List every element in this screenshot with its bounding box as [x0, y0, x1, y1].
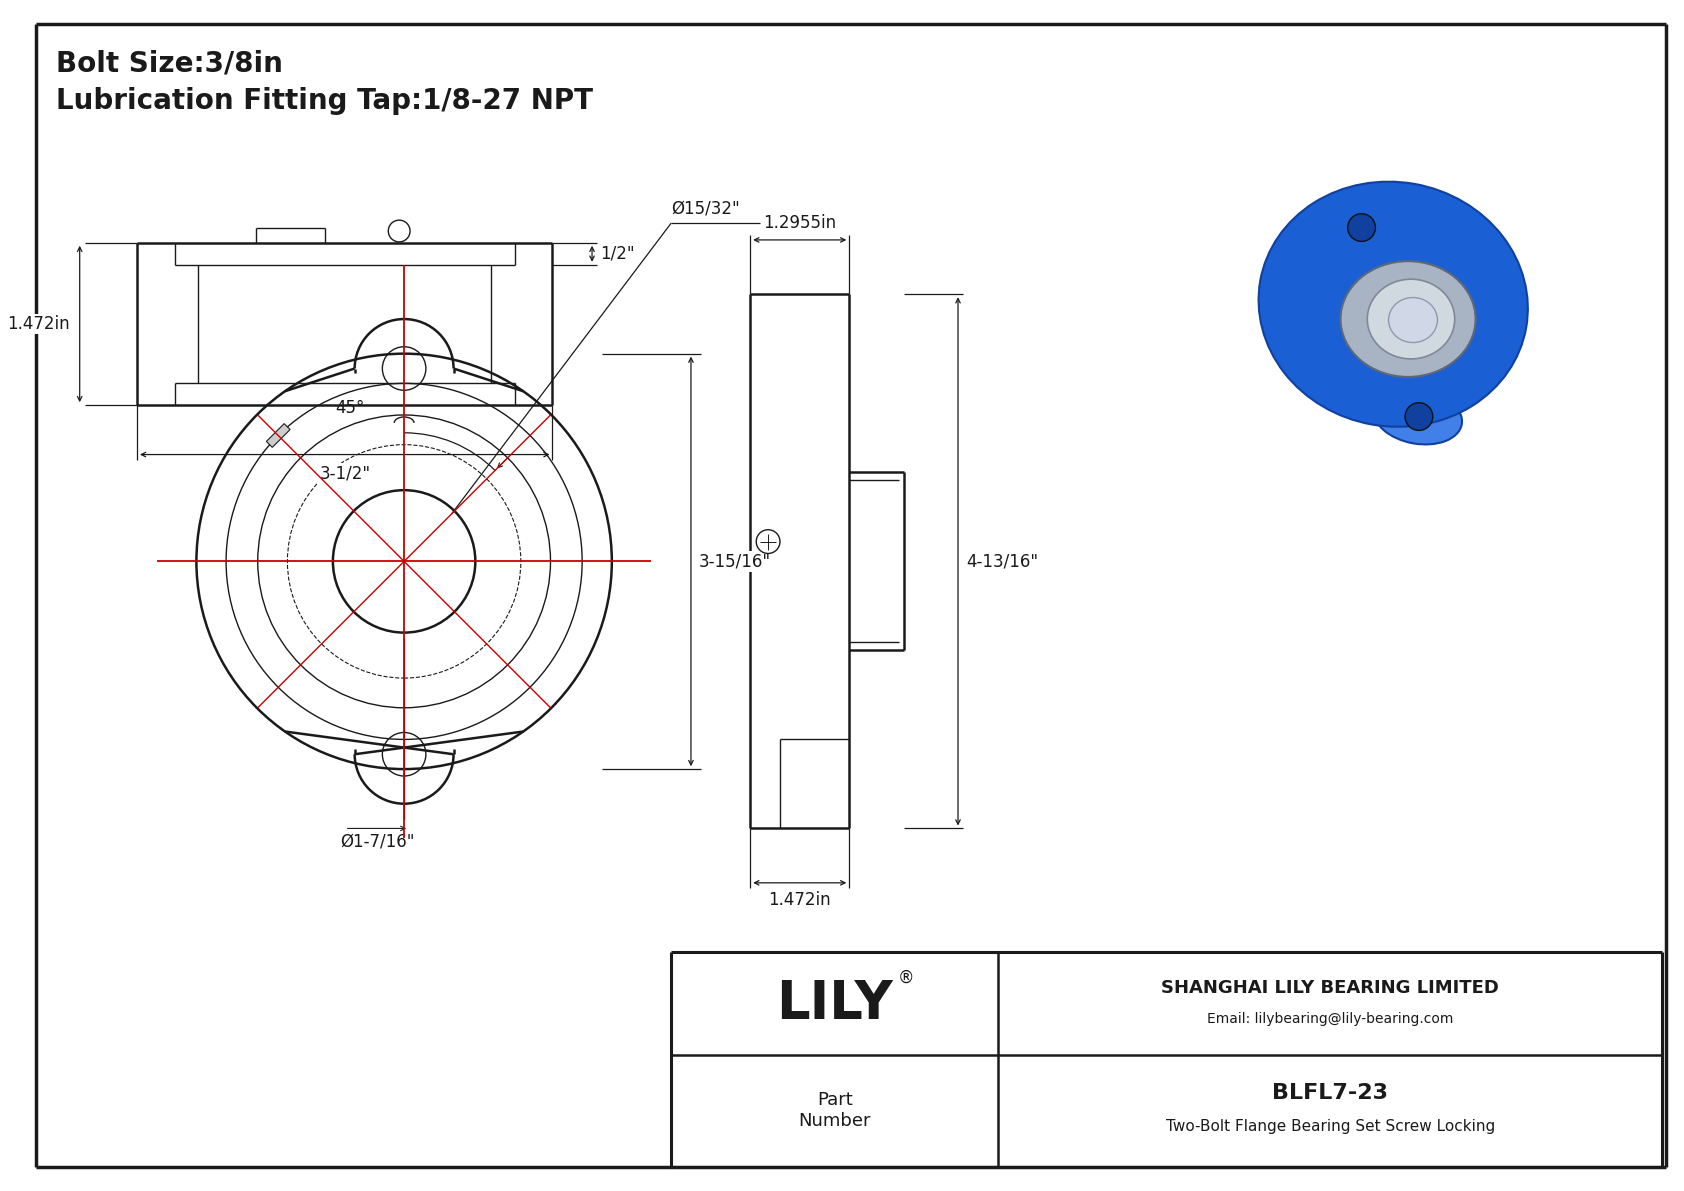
Text: LILY: LILY	[776, 978, 893, 1029]
Ellipse shape	[1389, 298, 1438, 343]
Text: 1.472in: 1.472in	[7, 314, 69, 333]
Text: Lubrication Fitting Tap:1/8-27 NPT: Lubrication Fitting Tap:1/8-27 NPT	[56, 87, 593, 114]
Ellipse shape	[1374, 388, 1462, 444]
Text: 1.472in: 1.472in	[768, 891, 832, 909]
Polygon shape	[266, 424, 290, 448]
Text: 1.472in: 1.472in	[7, 314, 69, 333]
Ellipse shape	[1367, 279, 1455, 358]
Text: BLFL7-23: BLFL7-23	[1271, 1083, 1388, 1103]
Text: SHANGHAI LILY BEARING LIMITED: SHANGHAI LILY BEARING LIMITED	[1162, 979, 1499, 997]
Text: 3-15/16": 3-15/16"	[699, 553, 771, 570]
Text: Two-Bolt Flange Bearing Set Screw Locking: Two-Bolt Flange Bearing Set Screw Lockin…	[1165, 1120, 1495, 1134]
Text: 4-13/16": 4-13/16"	[967, 553, 1037, 570]
Text: Part
Number: Part Number	[798, 1091, 871, 1130]
Text: 45°: 45°	[335, 399, 364, 417]
Text: 1.2955in: 1.2955in	[763, 214, 837, 232]
Circle shape	[1347, 213, 1376, 242]
Text: Email: lilybearing@lily-bearing.com: Email: lilybearing@lily-bearing.com	[1207, 1012, 1453, 1027]
Text: 3-1/2": 3-1/2"	[320, 464, 370, 482]
Ellipse shape	[1320, 200, 1408, 255]
Text: Ø15/32": Ø15/32"	[672, 199, 739, 217]
Text: Bolt Size:3/8in: Bolt Size:3/8in	[56, 49, 283, 77]
Ellipse shape	[1340, 261, 1475, 376]
Text: Ø1-7/16": Ø1-7/16"	[340, 833, 414, 850]
Ellipse shape	[1258, 182, 1527, 426]
Text: 1/2": 1/2"	[600, 245, 635, 263]
Text: ®: ®	[898, 968, 914, 987]
Circle shape	[1404, 403, 1433, 430]
